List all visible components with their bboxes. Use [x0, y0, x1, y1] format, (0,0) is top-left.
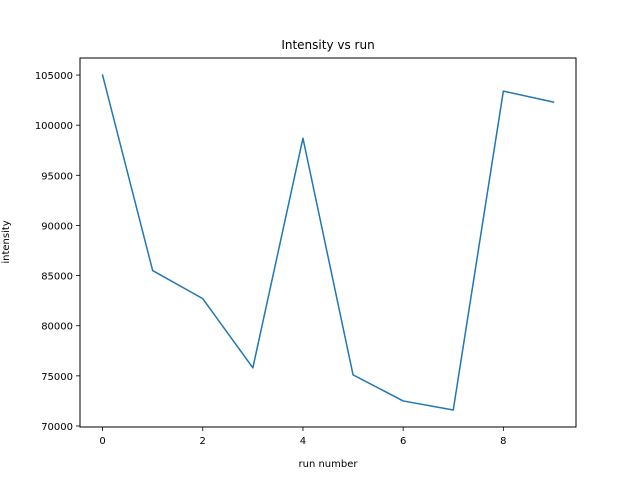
y-tick-label: 95000 — [41, 171, 73, 182]
x-axis-label: run number — [299, 459, 359, 470]
y-tick-label: 90000 — [41, 221, 73, 232]
y-tick-label: 80000 — [41, 322, 73, 333]
chart-title: Intensity vs run — [281, 38, 374, 52]
y-tick-label: 100000 — [35, 121, 73, 132]
y-tick-label: 105000 — [35, 71, 73, 82]
y-tick-label: 85000 — [41, 272, 73, 283]
x-tick-label: 8 — [500, 436, 506, 447]
y-tick-label: 75000 — [41, 372, 73, 383]
x-tick-label: 0 — [99, 436, 105, 447]
y-axis-ticks: 70000 75000 80000 85000 90000 95000 100000 1050… — [35, 71, 80, 433]
y-axis-label: intensity — [1, 220, 12, 263]
x-tick-label: 6 — [400, 436, 406, 447]
x-tick-label: 2 — [200, 436, 206, 447]
plot-area-frame — [80, 58, 576, 427]
y-tick-label: 70000 — [41, 422, 73, 433]
x-tick-label: 4 — [300, 436, 306, 447]
x-axis-ticks: 0 2 4 6 8 — [99, 427, 506, 447]
